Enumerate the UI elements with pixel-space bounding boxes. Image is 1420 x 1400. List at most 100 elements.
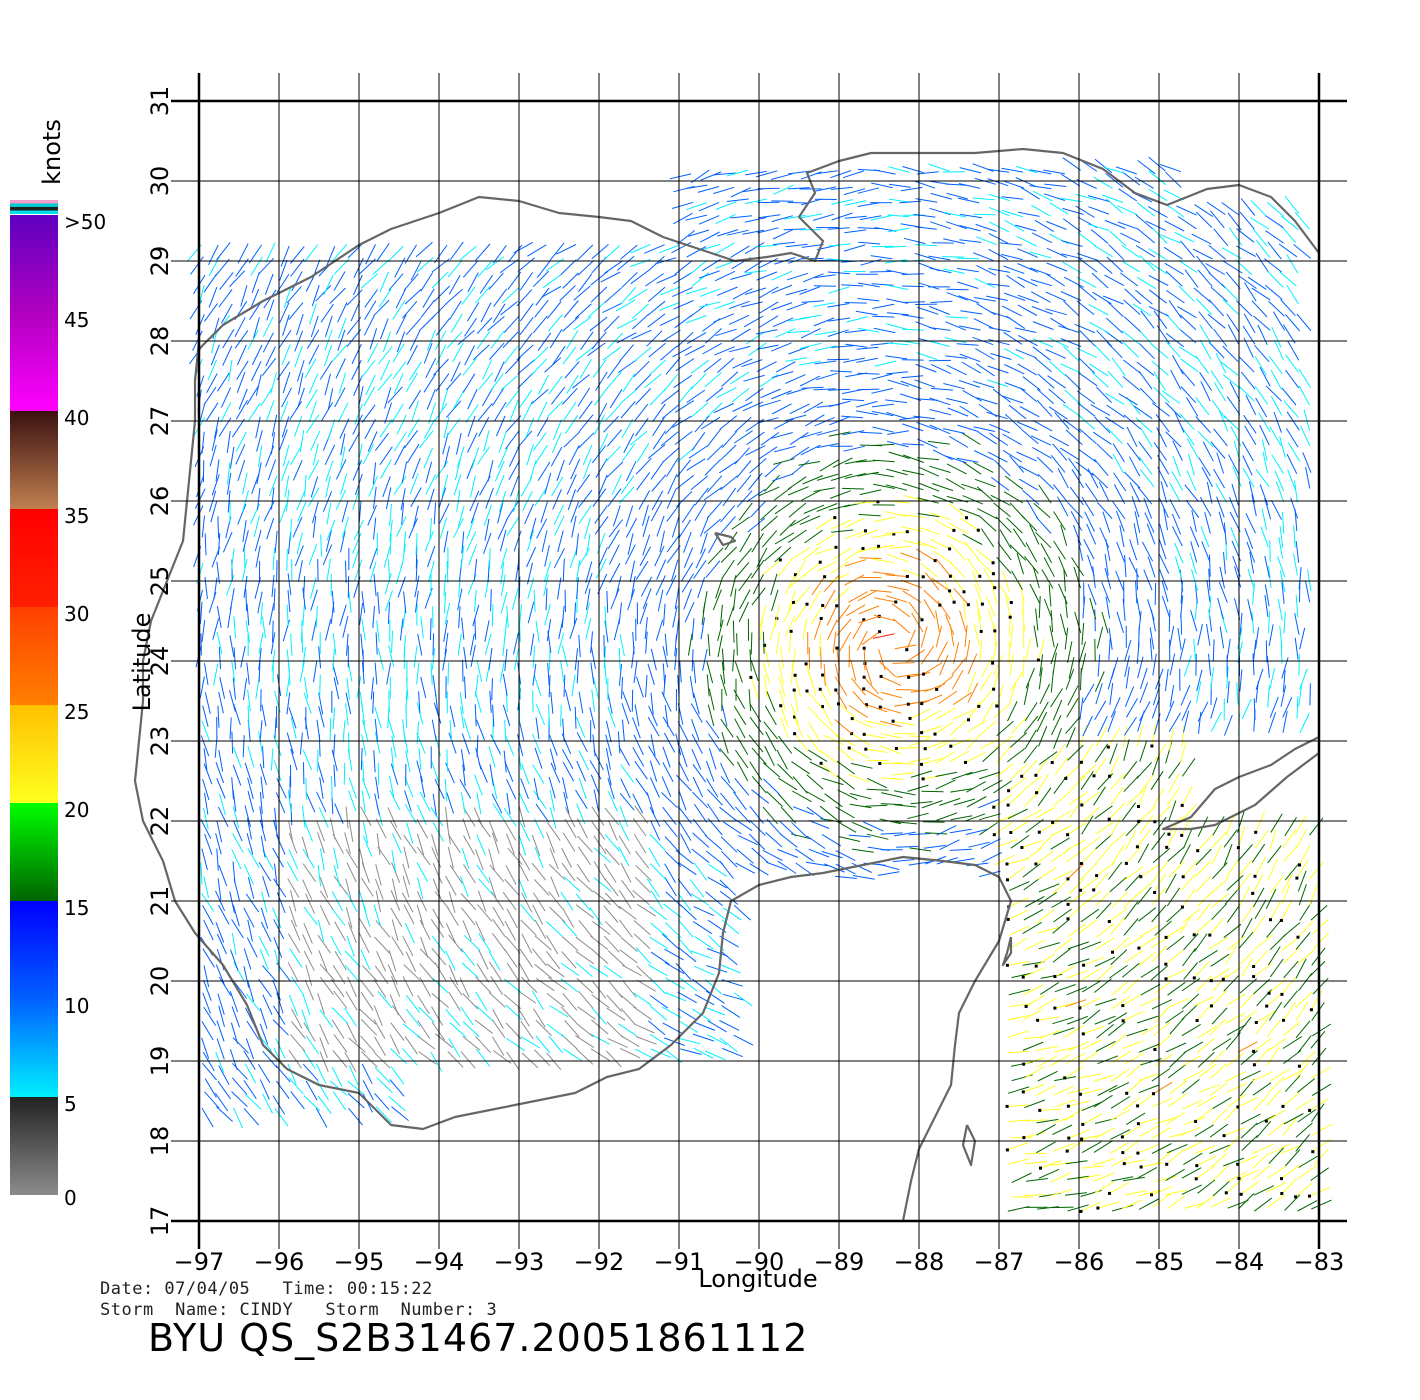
wind-vector: [246, 937, 258, 958]
wind-vector: [416, 702, 424, 725]
wind-vector: [245, 1038, 255, 1060]
wind-vector: [1189, 552, 1197, 575]
wind-vector: [229, 690, 236, 712]
wind-vector: [914, 180, 936, 189]
wind-vector: [683, 531, 692, 553]
wind-vector: [373, 904, 381, 926]
wind-vector: [359, 603, 364, 625]
wind-vector: [1181, 815, 1192, 836]
wind-vector: [375, 432, 389, 451]
colorbar-tick-label: >50: [64, 210, 106, 234]
wind-vector: [730, 245, 750, 258]
wind-vector: [281, 387, 293, 408]
wind-vector: [615, 299, 636, 312]
wind-vector: [791, 761, 810, 775]
wind-vector: [1126, 846, 1142, 864]
wind-vector: [1024, 702, 1038, 722]
wind-vector: [704, 1006, 726, 1016]
mexico-yucatan-coastline: [133, 340, 1013, 1222]
wind-vector: [1098, 481, 1110, 502]
wind-vector: [340, 446, 346, 468]
wind-vector: [1284, 1194, 1301, 1211]
wind-vector: [1001, 196, 1024, 200]
wind-vector: [1038, 1168, 1060, 1179]
wind-vector: [1182, 993, 1200, 1010]
wind-vector: [691, 402, 709, 418]
wind-vector: [887, 585, 910, 591]
wind-vector: [387, 807, 398, 828]
wind-vector: [1109, 1142, 1130, 1155]
wind-vector: [1181, 758, 1196, 777]
wind-vector: [204, 1078, 217, 1098]
wind-vector: [318, 950, 328, 972]
wind-vector: [444, 603, 451, 625]
wind-vector: [1109, 1182, 1129, 1194]
wind-vector: [1007, 1142, 1029, 1151]
wind-vector: [1284, 1075, 1301, 1092]
wind-vector: [602, 302, 623, 314]
rain-flag-marker: [1120, 1135, 1124, 1139]
wind-vector: [1251, 843, 1266, 863]
wind-vector: [936, 825, 957, 836]
wind-vector: [1281, 873, 1293, 894]
wind-vector: [996, 684, 1004, 707]
wind-vector: [1239, 211, 1255, 230]
wind-vector: [518, 792, 530, 814]
wind-vector: [748, 472, 763, 491]
wind-vector: [449, 300, 462, 320]
wind-vector: [1007, 701, 1018, 722]
storm-info-line: Storm Name: CINDY Storm Number: 3: [100, 1300, 498, 1320]
rain-flag-marker: [923, 747, 927, 751]
wind-vector: [760, 515, 778, 531]
wind-vector: [276, 778, 287, 799]
wind-vector: [649, 359, 667, 376]
wind-vector: [691, 649, 694, 672]
wind-vector: [1079, 919, 1098, 934]
wind-vector: [962, 495, 984, 505]
wind-vector: [1052, 870, 1073, 881]
wind-vector: [842, 487, 865, 490]
wind-vector: [918, 466, 940, 477]
wind-vector: [736, 761, 749, 782]
wind-vector: [674, 430, 693, 446]
wind-vector: [418, 691, 421, 714]
wind-vector: [334, 387, 346, 408]
wind-vector: [1253, 1037, 1272, 1052]
wind-vector: [273, 588, 276, 611]
wind-vector: [392, 1005, 406, 1024]
wind-vector: [1165, 1010, 1184, 1024]
wind-vector: [923, 589, 941, 606]
wind-vector: [574, 706, 577, 729]
wind-vector: [487, 460, 494, 482]
wind-vector: [474, 617, 477, 640]
wind-vector: [487, 316, 505, 331]
wind-vector: [988, 248, 1009, 261]
wind-vector: [544, 603, 551, 626]
wind-vector: [1060, 291, 1082, 301]
wind-vector: [1278, 537, 1284, 559]
wind-vector: [220, 387, 232, 408]
wind-vector: [1050, 837, 1070, 850]
wind-vector: [255, 677, 260, 699]
wind-vector: [1078, 372, 1098, 387]
wind-vector: [799, 375, 821, 387]
wind-vector: [415, 241, 433, 258]
wind-vector: [621, 879, 636, 899]
wind-vector: [1197, 1037, 1215, 1053]
wind-vector: [863, 821, 884, 832]
wind-vector: [500, 301, 519, 316]
wind-vector: [203, 386, 217, 406]
wind-vector: [694, 965, 715, 976]
wind-vector: [719, 604, 723, 627]
wind-vector: [1008, 989, 1031, 996]
wind-vector: [1140, 427, 1153, 448]
wind-vector: [520, 778, 529, 799]
wind-vector: [879, 661, 896, 678]
wind-vector: [274, 717, 277, 740]
wind-vector: [1082, 596, 1086, 619]
rain-flag-marker: [862, 618, 866, 622]
wind-vector: [405, 317, 422, 336]
wind-vector: [707, 876, 728, 889]
wind-vector: [1210, 370, 1224, 390]
wind-vector: [1187, 453, 1195, 476]
